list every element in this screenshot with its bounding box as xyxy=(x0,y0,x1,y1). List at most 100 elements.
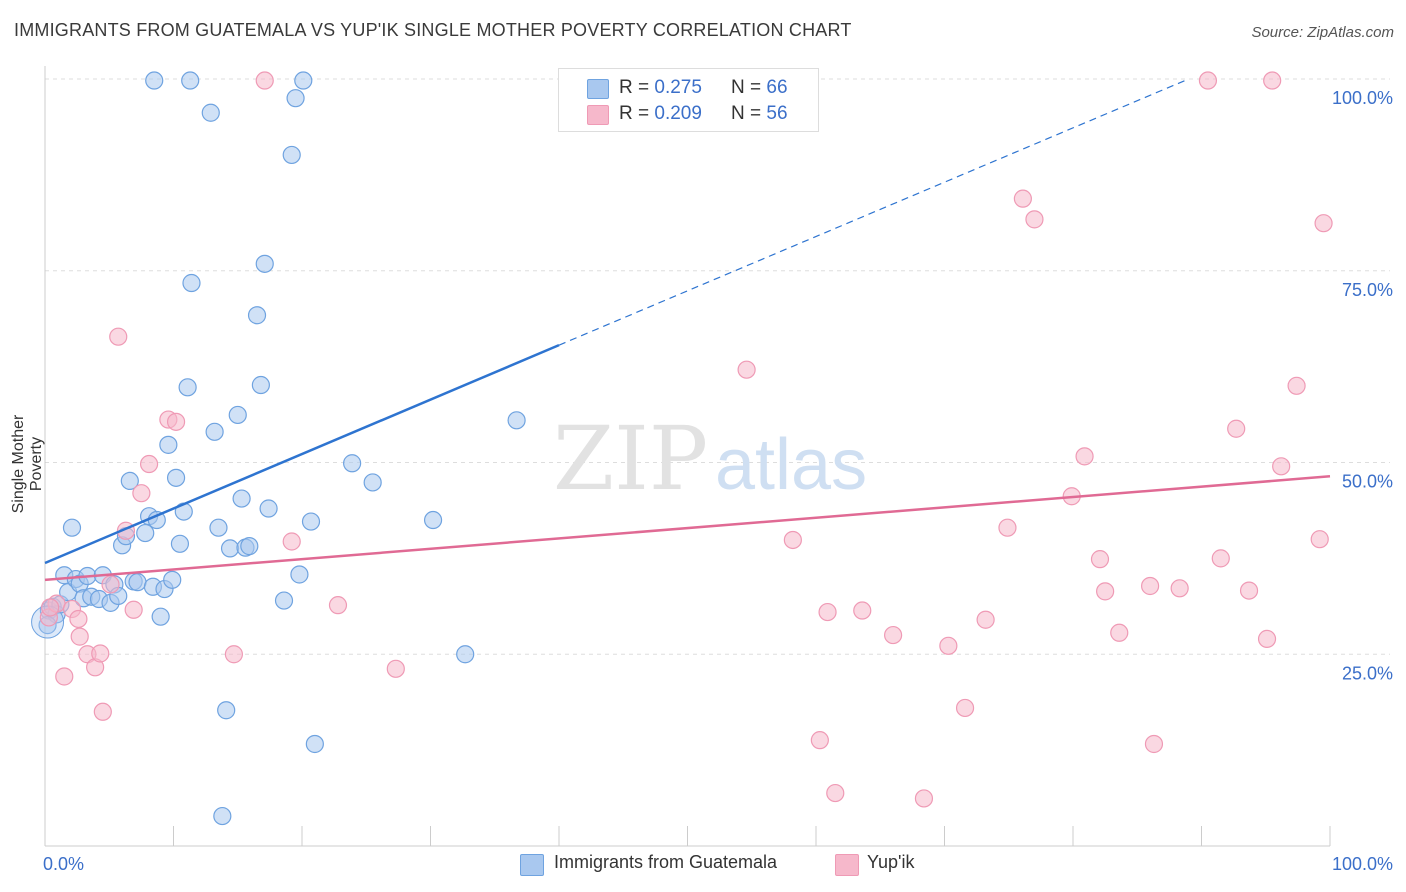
data-point xyxy=(181,71,200,90)
data-point xyxy=(209,518,228,537)
legend-label-guatemala: Immigrants from Guatemala xyxy=(554,852,778,872)
data-point xyxy=(182,273,201,293)
grid-lines xyxy=(45,78,1390,655)
data-point xyxy=(1310,530,1329,549)
data-point xyxy=(205,422,224,441)
data-point xyxy=(328,596,348,615)
data-point xyxy=(1096,582,1115,601)
y-tick-label: 100.0% xyxy=(1332,88,1393,108)
data-point xyxy=(507,411,526,430)
data-point xyxy=(220,539,240,558)
data-point xyxy=(145,71,164,90)
source-label: Source: ZipAtlas.com xyxy=(1251,24,1394,41)
data-point xyxy=(163,570,182,589)
data-point xyxy=(69,609,88,629)
legend-r-value: 0.275 xyxy=(654,77,702,98)
data-point xyxy=(1227,419,1246,438)
data-point xyxy=(737,360,756,379)
data-point xyxy=(274,591,294,610)
data-point xyxy=(301,512,321,531)
legend-label-yupik: Yup'ik xyxy=(867,852,915,872)
data-point xyxy=(998,518,1017,537)
data-point xyxy=(826,783,845,803)
data-point xyxy=(343,454,362,473)
data-point xyxy=(286,89,305,108)
data-point xyxy=(914,789,934,808)
data-point xyxy=(178,378,197,397)
data-point xyxy=(101,575,120,594)
watermark: ZIP atlas xyxy=(553,407,867,510)
data-point xyxy=(883,625,903,645)
data-point xyxy=(213,806,232,826)
legend-n-value: 56 xyxy=(766,103,788,124)
watermark-zip: ZIP xyxy=(553,407,708,510)
data-point xyxy=(55,667,74,686)
trend-line-guatemala-extension xyxy=(558,78,1189,346)
data-point xyxy=(91,644,110,663)
legend-r-value: 0.209 xyxy=(654,103,702,124)
legend-swatch-pink xyxy=(587,105,609,125)
data-point xyxy=(139,454,159,474)
data-point xyxy=(939,636,958,655)
stats-legend: R = 0.275 N = 66 R = 0.209 N = 56 xyxy=(558,68,819,132)
data-point xyxy=(166,468,186,487)
data-point xyxy=(282,532,301,551)
legend-r-label: R = xyxy=(619,77,655,98)
data-point xyxy=(423,510,443,530)
data-point xyxy=(240,537,259,556)
data-point xyxy=(818,602,837,622)
data-point xyxy=(255,254,274,273)
data-point xyxy=(810,731,829,750)
legend-n-value: 66 xyxy=(766,77,788,98)
data-point xyxy=(251,375,270,395)
data-point xyxy=(1314,214,1333,233)
data-point xyxy=(1198,71,1218,90)
data-point xyxy=(259,499,278,518)
x-tick-label: 0.0% xyxy=(43,854,84,874)
data-point xyxy=(976,610,995,629)
data-point xyxy=(159,435,178,454)
data-point xyxy=(305,734,324,754)
data-point xyxy=(70,627,89,646)
data-point xyxy=(120,471,139,491)
legend-n-label: N = xyxy=(731,103,767,124)
data-point xyxy=(1110,623,1129,642)
watermark-atlas: atlas xyxy=(715,425,867,505)
y-tick-label: 75.0% xyxy=(1342,280,1393,300)
data-point xyxy=(1140,576,1160,596)
data-point xyxy=(1287,376,1306,395)
data-point xyxy=(1013,189,1032,208)
data-point xyxy=(62,518,82,537)
data-point xyxy=(136,523,155,543)
data-point xyxy=(1075,447,1094,466)
data-point xyxy=(1025,210,1044,229)
data-point xyxy=(232,489,251,508)
data-point xyxy=(109,327,128,346)
x-tick-label: 100.0% xyxy=(1332,854,1393,874)
data-point xyxy=(456,645,475,664)
series-yupik xyxy=(39,71,1333,808)
data-point xyxy=(128,573,147,592)
axes xyxy=(44,66,1331,847)
chart-title: IMMIGRANTS FROM GUATEMALA VS YUP'IK SING… xyxy=(14,20,852,40)
data-point xyxy=(955,698,975,718)
data-point xyxy=(1239,581,1259,600)
data-point xyxy=(853,601,872,620)
legend-swatch-blue xyxy=(587,79,609,99)
data-point xyxy=(247,306,267,325)
data-point xyxy=(1263,71,1282,90)
legend-n-label: N = xyxy=(731,77,767,98)
tick-labels: 25.0% 50.0% 75.0% 100.0% 0.0% 100.0% xyxy=(43,88,1393,874)
data-point xyxy=(294,71,313,90)
data-point xyxy=(783,530,802,550)
data-point xyxy=(1170,579,1189,598)
data-point xyxy=(41,598,60,617)
trend-line-yupik xyxy=(44,475,1331,582)
data-point xyxy=(224,645,243,664)
trend-line-guatemala xyxy=(44,343,560,565)
data-point xyxy=(93,702,112,721)
data-point xyxy=(282,145,301,165)
data-point xyxy=(1257,629,1277,649)
data-point xyxy=(132,484,151,503)
